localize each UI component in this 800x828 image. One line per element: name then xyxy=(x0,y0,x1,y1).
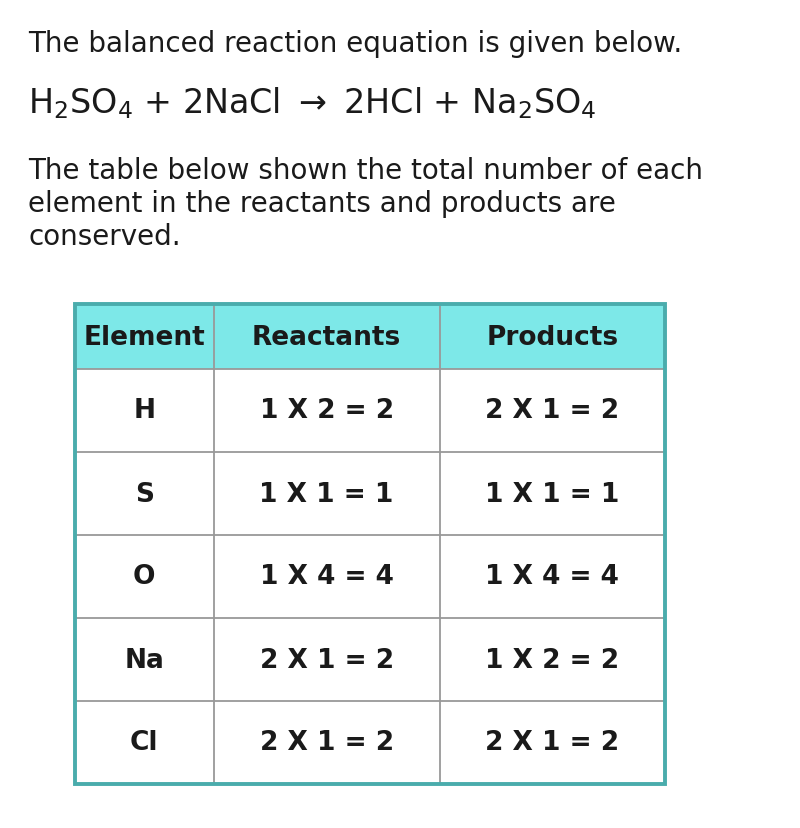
Text: conserved.: conserved. xyxy=(28,223,181,251)
Text: The balanced reaction equation is given below.: The balanced reaction equation is given … xyxy=(28,30,682,58)
Text: 1 X 4 = 4: 1 X 4 = 4 xyxy=(260,564,394,590)
Text: S: S xyxy=(135,481,154,507)
Text: Products: Products xyxy=(486,324,618,350)
Text: element in the reactants and products are: element in the reactants and products ar… xyxy=(28,190,616,218)
Text: 1 X 2 = 2: 1 X 2 = 2 xyxy=(486,647,619,672)
Text: $\mathregular{H_2SO_4}$ + 2NaCl $\mathregular{\rightarrow}$ 2HCl + $\mathregular: $\mathregular{H_2SO_4}$ + 2NaCl $\mathre… xyxy=(28,85,597,121)
Text: Na: Na xyxy=(124,647,164,672)
Text: Cl: Cl xyxy=(130,729,158,756)
Text: 1 X 1 = 1: 1 X 1 = 1 xyxy=(485,481,619,507)
Text: The table below shown the total number of each: The table below shown the total number o… xyxy=(28,156,703,185)
Text: O: O xyxy=(133,564,155,590)
Bar xyxy=(75,369,665,784)
Text: 1 X 1 = 1: 1 X 1 = 1 xyxy=(259,481,394,507)
Text: H: H xyxy=(134,398,155,424)
Bar xyxy=(75,305,665,784)
Text: 2 X 1 = 2: 2 X 1 = 2 xyxy=(259,729,394,756)
Text: Element: Element xyxy=(83,324,205,350)
Text: 1 X 4 = 4: 1 X 4 = 4 xyxy=(486,564,619,590)
Text: Reactants: Reactants xyxy=(252,324,402,350)
Text: 2 X 1 = 2: 2 X 1 = 2 xyxy=(259,647,394,672)
Text: 2 X 1 = 2: 2 X 1 = 2 xyxy=(486,729,619,756)
Text: 1 X 2 = 2: 1 X 2 = 2 xyxy=(259,398,394,424)
Text: 2 X 1 = 2: 2 X 1 = 2 xyxy=(486,398,619,424)
Bar xyxy=(75,305,665,369)
